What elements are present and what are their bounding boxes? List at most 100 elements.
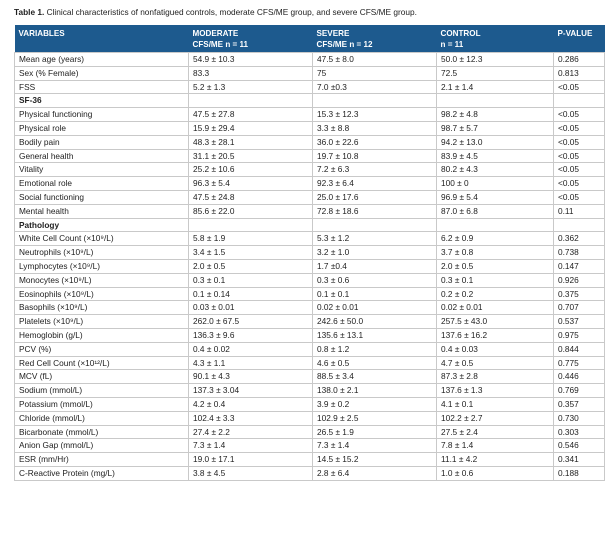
variable-cell: Mean age (years) bbox=[14, 52, 189, 67]
control-cell: 94.2 ± 13.0 bbox=[436, 134, 554, 150]
p-value-cell: 0.707 bbox=[553, 300, 605, 316]
moderate-cell: 4.2 ± 0.4 bbox=[188, 396, 313, 412]
moderate-cell: 48.3 ± 28.1 bbox=[188, 134, 313, 150]
severe-cell: 88.5 ± 3.4 bbox=[312, 369, 437, 385]
variable-cell: Sex (% Female) bbox=[14, 65, 189, 81]
control-cell bbox=[436, 93, 554, 109]
table-row: C-Reactive Protein (mg/L) 3.8 ± 4.5 2.8 ± … bbox=[14, 465, 605, 481]
moderate-cell: 0.1 ± 0.14 bbox=[188, 286, 313, 302]
moderate-cell: 25.2 ± 10.6 bbox=[188, 162, 313, 178]
severe-cell: 138.0 ± 2.1 bbox=[312, 383, 437, 398]
variable-cell: Platelets (×10⁹/L) bbox=[14, 314, 189, 329]
p-value-cell: <0.05 bbox=[553, 189, 605, 205]
moderate-cell: 15.9 ± 29.4 bbox=[188, 120, 313, 136]
severe-cell: 4.6 ± 0.5 bbox=[312, 355, 437, 371]
control-cell: 2.1 ± 1.4 bbox=[436, 79, 554, 95]
variable-cell: Hemoglobin (g/L) bbox=[14, 327, 189, 343]
table-row: Mean age (years) 54.9 ± 10.3 47.5 ± 8.0 50.… bbox=[14, 52, 605, 67]
table-row: Bicarbonate (mmol/L) 27.4 ± 2.2 26.5 ± 1.9… bbox=[14, 424, 605, 440]
control-cell: 2.0 ± 0.5 bbox=[436, 258, 554, 274]
moderate-cell: 54.9 ± 10.3 bbox=[188, 52, 313, 67]
variable-cell: Anion Gap (mmol/L) bbox=[14, 438, 189, 454]
p-value-cell: <0.05 bbox=[553, 176, 605, 191]
control-cell: 0.2 ± 0.2 bbox=[436, 286, 554, 302]
section-title: SF-36 bbox=[14, 93, 189, 109]
variable-cell: C-Reactive Protein (mg/L) bbox=[14, 465, 189, 481]
variable-cell: Social functioning bbox=[14, 189, 189, 205]
table-row: Eosinophils (×10⁹/L) 0.1 ± 0.14 0.1 ± 0.1 0… bbox=[14, 286, 605, 302]
moderate-cell: 47.5 ± 24.8 bbox=[188, 189, 313, 205]
control-cell: 137.6 ± 1.3 bbox=[436, 383, 554, 398]
control-cell: 100 ± 0 bbox=[436, 176, 554, 191]
control-cell: 98.7 ± 5.7 bbox=[436, 120, 554, 136]
header-p-value-label: P-VALUE bbox=[557, 29, 593, 38]
p-value-cell: 0.147 bbox=[553, 258, 605, 274]
control-cell: 0.4 ± 0.03 bbox=[436, 341, 554, 357]
p-value-cell: 0.286 bbox=[553, 52, 605, 67]
moderate-cell bbox=[188, 93, 313, 109]
severe-cell: 25.0 ± 17.6 bbox=[312, 189, 437, 205]
control-cell: 4.7 ± 0.5 bbox=[436, 355, 554, 371]
severe-cell: 26.5 ± 1.9 bbox=[312, 424, 437, 440]
control-cell: 257.5 ± 43.0 bbox=[436, 314, 554, 329]
severe-cell: 3.2 ± 1.0 bbox=[312, 245, 437, 260]
severe-cell: 7.2 ± 6.3 bbox=[312, 162, 437, 178]
control-cell: 0.02 ± 0.01 bbox=[436, 300, 554, 316]
severe-cell: 135.6 ± 13.1 bbox=[312, 327, 437, 343]
moderate-cell: 47.5 ± 27.8 bbox=[188, 107, 313, 122]
p-value-cell: 0.730 bbox=[553, 410, 605, 426]
table-row: Mental health 85.6 ± 22.0 72.8 ± 18.6 87.0 … bbox=[14, 203, 605, 219]
p-value-cell: 0.357 bbox=[553, 396, 605, 412]
moderate-cell: 102.4 ± 3.3 bbox=[188, 410, 313, 426]
table-row: PCV (%) 0.4 ± 0.02 0.8 ± 1.2 0.4 ± 0.03 0.84… bbox=[14, 341, 605, 357]
control-cell: 11.1 ± 4.2 bbox=[436, 452, 554, 467]
table-row: Physical functioning 47.5 ± 27.8 15.3 ± 12… bbox=[14, 107, 605, 122]
severe-cell: 92.3 ± 6.4 bbox=[312, 176, 437, 191]
header-variables: VARIABLES bbox=[14, 25, 189, 53]
p-value-cell: <0.05 bbox=[553, 162, 605, 178]
table-header-row: VARIABLES MODERATE CFS/ME n = 11 SEVERE CF… bbox=[14, 25, 605, 53]
severe-cell: 72.8 ± 18.6 bbox=[312, 203, 437, 219]
p-value-cell: 0.738 bbox=[553, 245, 605, 260]
variable-cell: Lymphocytes (×10⁹/L) bbox=[14, 258, 189, 274]
variable-cell: Monocytes (×10⁹/L) bbox=[14, 272, 189, 288]
control-cell: 7.8 ± 1.4 bbox=[436, 438, 554, 454]
variable-cell: PCV (%) bbox=[14, 341, 189, 357]
table-row: MCV (fL) 90.1 ± 4.3 88.5 ± 3.4 87.3 ± 2.8 0.… bbox=[14, 369, 605, 385]
severe-cell: 15.3 ± 12.3 bbox=[312, 107, 437, 122]
p-value-cell: 0.446 bbox=[553, 369, 605, 385]
variable-cell: Basophils (×10⁹/L) bbox=[14, 300, 189, 316]
table-row: Lymphocytes (×10⁹/L) 2.0 ± 0.5 1.7 ±0.4 2.0… bbox=[14, 258, 605, 274]
severe-cell bbox=[312, 93, 437, 109]
control-cell: 98.2 ± 4.8 bbox=[436, 107, 554, 122]
p-value-cell: <0.05 bbox=[553, 107, 605, 122]
table-row: Vitality 25.2 ± 10.6 7.2 ± 6.3 80.2 ± 4.3 <0… bbox=[14, 162, 605, 178]
clinical-characteristics-table: VARIABLES MODERATE CFS/ME n = 11 SEVERE CF… bbox=[14, 25, 605, 481]
variable-cell: Chloride (mmol/L) bbox=[14, 410, 189, 426]
control-cell: 72.5 bbox=[436, 65, 554, 81]
table-row: Bodily pain 48.3 ± 28.1 36.0 ± 22.6 94.2 ± … bbox=[14, 134, 605, 150]
variable-cell: Potassium (mmol/L) bbox=[14, 396, 189, 412]
moderate-cell: 137.3 ± 3.04 bbox=[188, 383, 313, 398]
table-caption-text: Clinical characteristics of nonfatigued … bbox=[46, 7, 417, 17]
control-cell: 102.2 ± 2.7 bbox=[436, 410, 554, 426]
moderate-cell: 83.3 bbox=[188, 65, 313, 81]
table-row: Monocytes (×10⁹/L) 0.3 ± 0.1 0.3 ± 0.6 0.3 … bbox=[14, 272, 605, 288]
control-cell: 27.5 ± 2.4 bbox=[436, 424, 554, 440]
p-value-cell: 0.975 bbox=[553, 327, 605, 343]
variable-cell: FSS bbox=[14, 79, 189, 95]
moderate-cell: 5.8 ± 1.9 bbox=[188, 231, 313, 247]
moderate-cell: 3.8 ± 4.5 bbox=[188, 465, 313, 481]
variable-cell: Vitality bbox=[14, 162, 189, 178]
p-value-cell: 0.341 bbox=[553, 452, 605, 467]
moderate-cell: 2.0 ± 0.5 bbox=[188, 258, 313, 274]
p-value-cell: 0.362 bbox=[553, 231, 605, 247]
section-header-row: Pathology bbox=[14, 217, 605, 233]
control-cell: 50.0 ± 12.3 bbox=[436, 52, 554, 67]
moderate-cell bbox=[188, 217, 313, 233]
control-cell: 0.3 ± 0.1 bbox=[436, 272, 554, 288]
header-severe-line2: CFS/ME n = 12 bbox=[316, 40, 373, 49]
table-row: Potassium (mmol/L) 4.2 ± 0.4 3.9 ± 0.2 4.1 … bbox=[14, 396, 605, 412]
table-row: Basophils (×10⁹/L) 0.03 ± 0.01 0.02 ± 0.01… bbox=[14, 300, 605, 316]
